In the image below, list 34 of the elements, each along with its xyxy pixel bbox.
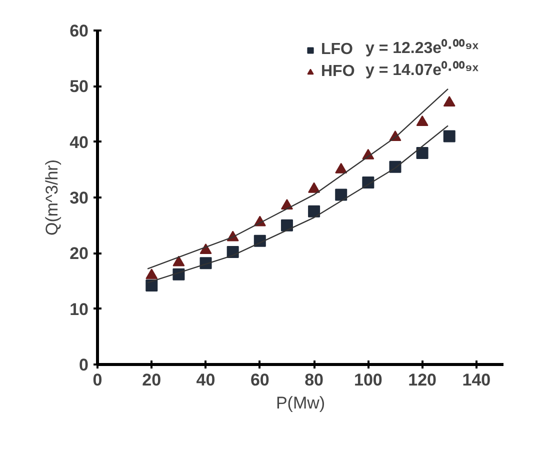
- y-tick-label: 10: [70, 300, 89, 319]
- legend-label: LFO: [321, 40, 353, 60]
- y-tick-label: 50: [70, 77, 89, 96]
- point: [172, 256, 185, 266]
- y-tick-label: 60: [70, 22, 89, 40]
- x-tick-label: 80: [304, 370, 324, 390]
- y-tick-label: 0: [79, 356, 89, 374]
- point: [416, 146, 428, 159]
- point: [335, 188, 348, 201]
- x-tick-label: 100: [354, 370, 382, 390]
- y-tick-label: 40: [70, 132, 89, 152]
- y-axis-title: Q(m^3/hr): [42, 160, 62, 236]
- x-tick-label: 140: [462, 370, 491, 390]
- point: [416, 116, 428, 126]
- point: [146, 268, 158, 280]
- point: [335, 162, 348, 174]
- point: [443, 130, 456, 142]
- y-tick-label: 20: [70, 244, 89, 264]
- y-tick-label: 30: [70, 188, 89, 208]
- legend-label: HFO: [321, 62, 355, 82]
- point: [308, 205, 320, 218]
- annotation: y = 12.23e⁰·⁰⁰⁹ˣ: [366, 39, 478, 57]
- x-tick-label: 40: [196, 370, 216, 390]
- point: [200, 244, 212, 254]
- point: [308, 182, 320, 193]
- point: [146, 279, 158, 292]
- annotation: y = 14.07e⁰·⁰⁰⁹ˣ: [366, 61, 478, 79]
- x-axis-title: P(Mw): [276, 394, 326, 412]
- point: [443, 96, 456, 107]
- x-tick-label: 20: [142, 370, 162, 390]
- point: [280, 219, 293, 232]
- x-tick-label: 60: [250, 370, 270, 390]
- x-tick-label: 0: [92, 370, 102, 390]
- x-tick-label: 120: [408, 370, 436, 390]
